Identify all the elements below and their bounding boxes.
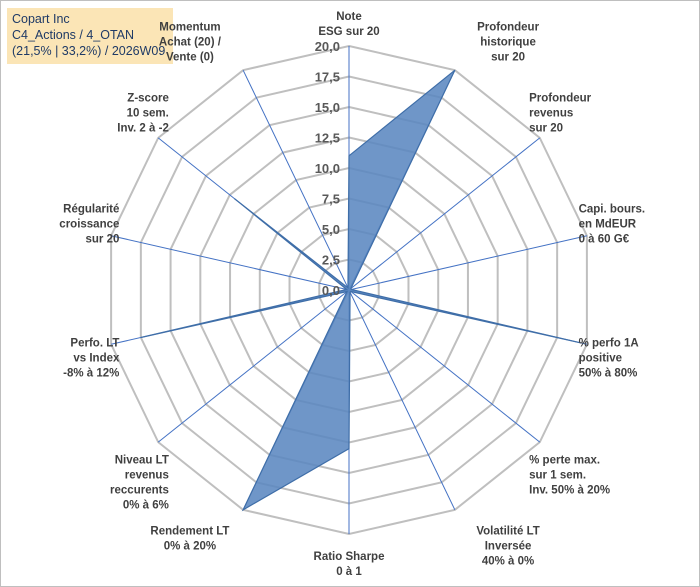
axis-label: Volatilité LT Inversée 40% à 0% bbox=[476, 526, 539, 568]
axis-label-line: Momentum bbox=[159, 21, 220, 33]
axis-label-line: reccurents bbox=[110, 485, 169, 497]
axis-label-line: 10 sem. bbox=[127, 107, 169, 119]
axis-label: Niveau LT revenus reccurents 0% à 6% bbox=[110, 455, 169, 512]
axis-label-line: Vente (0) bbox=[166, 51, 214, 63]
tick-label: 20,0 bbox=[315, 39, 340, 54]
axis-label-line: Inv. 50% à 20% bbox=[529, 485, 610, 497]
axis-label-line: Profondeur bbox=[529, 92, 591, 104]
axis-label-line: 0% à 20% bbox=[164, 541, 216, 553]
axis-label: Ratio Sharpe 0 à 1 bbox=[314, 551, 385, 578]
axis-label: % perte max. sur 1 sem. Inv. 50% à 20% bbox=[529, 455, 610, 497]
axis-label-line: 0 à 1 bbox=[336, 566, 362, 578]
title-stats: (21,5% | 33,2%) / 2026W09 bbox=[12, 44, 166, 58]
axis-label-line: Ratio Sharpe bbox=[314, 551, 385, 563]
axis-label-line: 40% à 0% bbox=[482, 556, 534, 568]
tick-label: 5,0 bbox=[322, 222, 340, 237]
axis-label-line: ESG sur 20 bbox=[318, 26, 379, 38]
axis-label: Profondeur historique sur 20 bbox=[477, 21, 539, 63]
axis-label-line: Inversée bbox=[485, 541, 532, 553]
tick-label: 12,5 bbox=[315, 131, 340, 146]
axis-label-line: % perfo 1A bbox=[579, 337, 639, 349]
axis-label-line: Note bbox=[336, 11, 362, 23]
axis-label-line: Rendement LT bbox=[150, 526, 229, 538]
axis-label-line: sur 20 bbox=[529, 122, 563, 134]
title-company: Copart Inc bbox=[12, 12, 70, 26]
axis-label-line: Inv. 2 à -2 bbox=[117, 122, 169, 134]
axis-label-line: vs Index bbox=[73, 352, 120, 364]
axis-label-line: Z-score bbox=[127, 92, 169, 104]
axis-label: Note ESG sur 20 bbox=[318, 11, 379, 38]
chart-title-box: Copart Inc C4_Actions / 4_OTAN (21,5% | … bbox=[7, 8, 173, 64]
tick-label: 2,5 bbox=[322, 253, 340, 268]
axis-label-line: Achat (20) / bbox=[159, 36, 222, 48]
axis-label-line: 0 à 60 G€ bbox=[579, 234, 630, 246]
axis-label-line: revenus bbox=[125, 470, 169, 482]
axis-label-line: Capi. bours. bbox=[579, 204, 645, 216]
axis-label-line: sur 1 sem. bbox=[529, 470, 586, 482]
axis-label: Profondeur revenus sur 20 bbox=[529, 92, 591, 134]
axis-spoke bbox=[111, 235, 350, 291]
axis-label-line: positive bbox=[579, 352, 622, 364]
axis-label-line: revenus bbox=[529, 107, 573, 119]
axis-label-line: Perfo. LT bbox=[70, 337, 119, 349]
axis-label: Z-score 10 sem. Inv. 2 à -2 bbox=[117, 92, 169, 134]
axis-label-line: Profondeur bbox=[477, 21, 539, 33]
axis-label-line: sur 20 bbox=[491, 51, 525, 63]
data-series-area bbox=[140, 69, 582, 512]
title-category: C4_Actions / 4_OTAN bbox=[12, 28, 135, 42]
axis-label-line: croissance bbox=[59, 219, 119, 231]
axis-label-line: Niveau LT bbox=[115, 455, 169, 467]
tick-label: 15,0 bbox=[315, 100, 340, 115]
axis-spoke bbox=[348, 235, 587, 291]
axis-label: Rendement LT 0% à 20% bbox=[150, 526, 229, 553]
axis-label-line: Volatilité LT bbox=[476, 526, 539, 538]
axis-label-line: 0% à 6% bbox=[123, 500, 169, 512]
axis-label: Perfo. LT vs Index -8% à 12% bbox=[63, 337, 120, 379]
axis-label-line: 50% à 80% bbox=[579, 367, 638, 379]
axis-spoke bbox=[348, 137, 541, 291]
axis-label: Régularité croissance sur 20 bbox=[59, 204, 119, 246]
tick-label: 17,5 bbox=[315, 70, 340, 85]
tick-label: 10,0 bbox=[315, 161, 340, 176]
axis-label-line: sur 20 bbox=[86, 234, 120, 246]
axis-label: Momentum Achat (20) / Vente (0) bbox=[159, 21, 222, 63]
axis-label: Capi. bours. en MdEUR 0 à 60 G€ bbox=[579, 204, 645, 246]
axis-spoke bbox=[348, 289, 541, 443]
axis-spoke bbox=[348, 289, 456, 511]
axis-label-line: historique bbox=[480, 36, 536, 48]
axis-label-line: -8% à 12% bbox=[63, 367, 119, 379]
axis-spoke bbox=[242, 69, 350, 291]
axis-label-line: en MdEUR bbox=[579, 219, 637, 231]
axis-label-line: % perte max. bbox=[529, 455, 600, 467]
tick-label: 0,0 bbox=[322, 283, 340, 298]
axis-label: % perfo 1A positive 50% à 80% bbox=[579, 337, 639, 379]
axis-spoke bbox=[157, 289, 350, 443]
tick-label: 7,5 bbox=[322, 192, 340, 207]
axis-label-line: Régularité bbox=[63, 204, 119, 216]
